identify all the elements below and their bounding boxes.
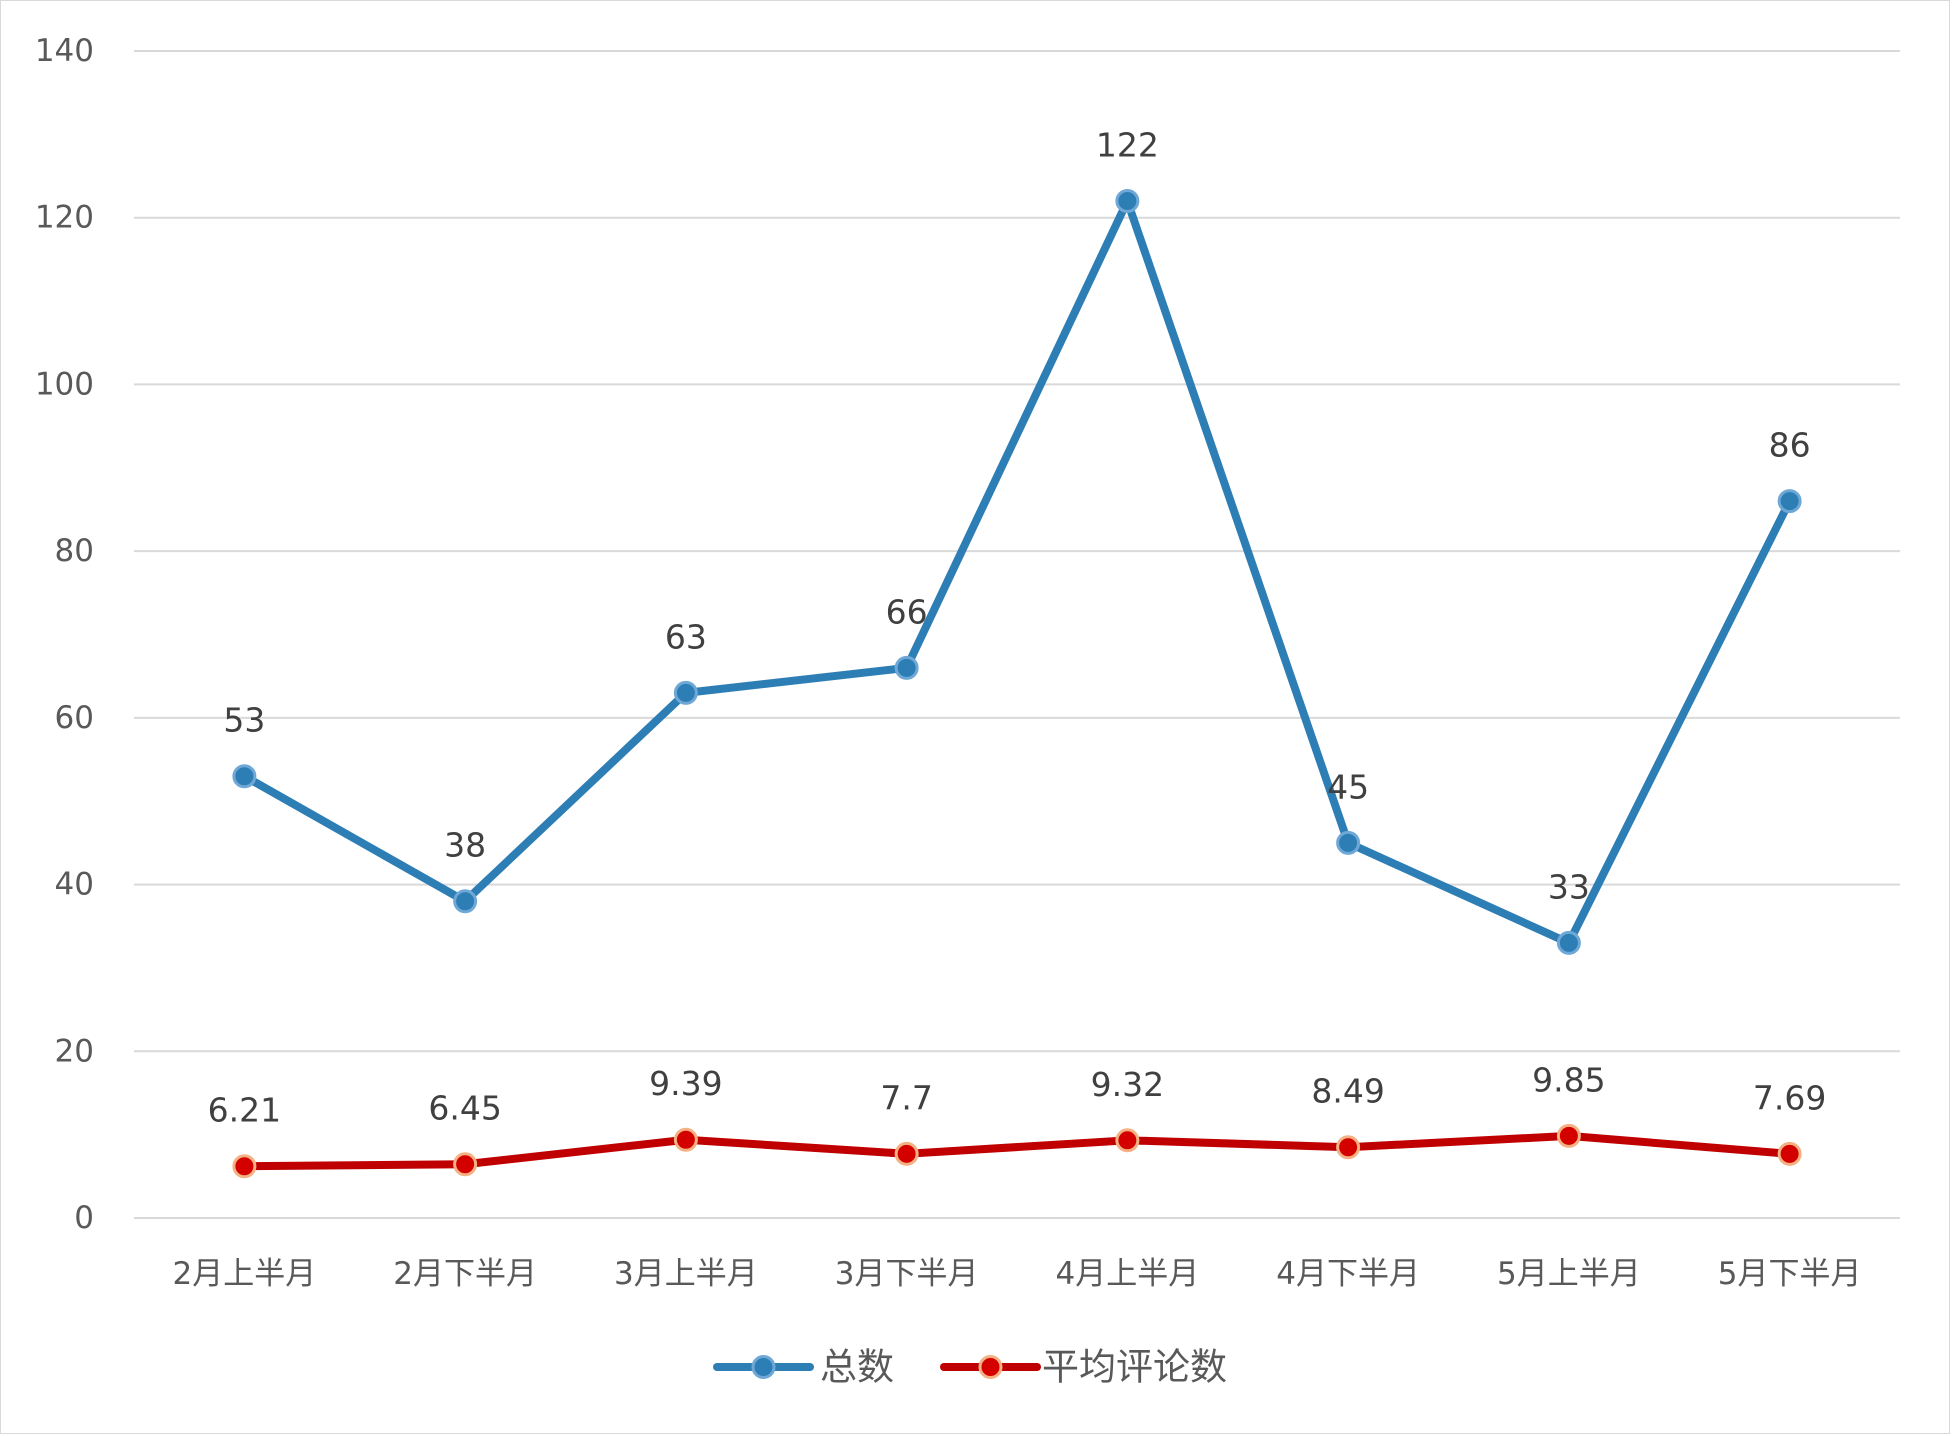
x-tick-label: 2月上半月 <box>173 1256 317 1292</box>
point-total <box>673 680 698 705</box>
y-axis: 0 20 40 60 80 100 120 140 <box>35 33 94 1236</box>
data-label-average: 6.45 <box>428 1089 501 1128</box>
series-line-0 <box>240 197 1794 947</box>
series-layer <box>232 189 1802 1179</box>
point-average <box>1115 1128 1140 1153</box>
data-label-total: 45 <box>1327 767 1369 806</box>
data-labels: 53 38 63 66 122 45 33 86 6.21 6.45 9.39 7.7 9.32 8.49… <box>208 126 1827 1130</box>
x-tick-label: 4月上半月 <box>1056 1256 1200 1292</box>
x-tick-label: 3月下半月 <box>835 1256 979 1292</box>
gridlines <box>134 50 1900 1219</box>
x-tick-label: 2月下半月 <box>393 1256 537 1292</box>
data-label-average: 6.21 <box>208 1091 281 1130</box>
y-tick-label: 40 <box>55 867 94 903</box>
data-label-total: 66 <box>886 592 928 631</box>
y-tick-label: 120 <box>35 200 94 236</box>
point-total <box>1777 489 1802 514</box>
data-label-total: 122 <box>1096 126 1159 165</box>
x-tick-label: 4月下半月 <box>1276 1256 1420 1292</box>
legend-label-0: 总数 <box>820 1346 894 1389</box>
y-tick-label: 0 <box>74 1200 94 1236</box>
point-average <box>894 1141 919 1166</box>
data-label-average: 9.85 <box>1532 1060 1605 1099</box>
x-tick-label: 5月下半月 <box>1718 1256 1862 1292</box>
data-label-total: 38 <box>444 826 486 865</box>
y-tick-label: 80 <box>55 533 94 569</box>
data-label-total: 53 <box>223 701 265 740</box>
x-axis: 2月上半月 2月下半月 3月上半月 3月下半月 4月上半月 4月下半月 5月上半月 5月下半月 <box>173 1256 1862 1292</box>
data-label-total: 63 <box>665 617 707 656</box>
point-average <box>1556 1123 1581 1148</box>
y-tick-label: 20 <box>55 1033 94 1069</box>
data-label-average: 7.7 <box>880 1078 932 1117</box>
x-tick-label: 3月上半月 <box>614 1256 758 1292</box>
data-label-total: 33 <box>1548 867 1590 906</box>
point-total <box>1336 830 1361 855</box>
legend-label-1: 平均评论数 <box>1042 1346 1227 1389</box>
data-label-total: 86 <box>1769 426 1811 465</box>
data-label-average: 9.39 <box>649 1064 722 1103</box>
y-tick-label: 140 <box>35 33 94 69</box>
y-tick-label: 60 <box>55 700 94 736</box>
point-average <box>1777 1141 1802 1166</box>
data-label-average: 7.69 <box>1753 1078 1826 1117</box>
point-average <box>232 1154 257 1179</box>
legend-marker-1 <box>978 1355 1003 1379</box>
point-total <box>1115 189 1140 214</box>
point-average <box>673 1127 698 1152</box>
point-average <box>453 1152 478 1177</box>
series-line-1 <box>240 1131 1794 1171</box>
point-total <box>232 764 257 789</box>
point-total <box>453 889 478 914</box>
legend: 总数 平均评论数 <box>713 1346 1227 1389</box>
point-average <box>1336 1135 1361 1160</box>
x-tick-label: 5月上半月 <box>1497 1256 1641 1292</box>
point-total <box>1556 930 1581 955</box>
legend-marker-0 <box>751 1355 776 1379</box>
point-total <box>894 655 919 680</box>
data-label-average: 8.49 <box>1311 1072 1384 1111</box>
y-tick-label: 100 <box>35 366 94 402</box>
data-label-average: 9.32 <box>1091 1065 1164 1104</box>
